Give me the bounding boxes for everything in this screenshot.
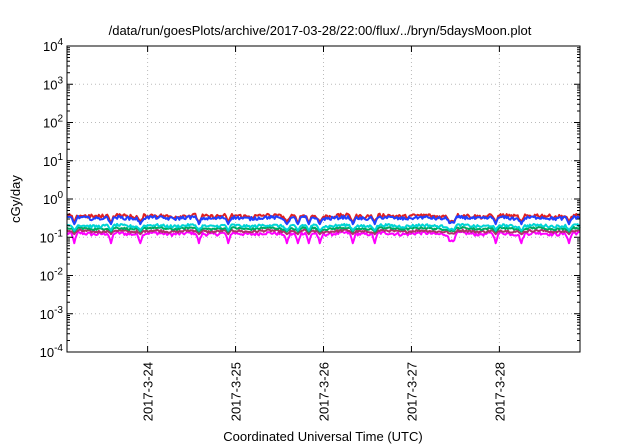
x-tick-label: 2017-3-27 [404,362,419,421]
grid [67,46,580,352]
y-tick-label: 104 [43,37,63,54]
y-axis: 10-4 10-3 10-2 10-1 100 101 102 103 104 [40,37,580,360]
x-tick-label: 2017-3-26 [317,362,332,421]
y-tick-label: 10-3 [40,305,64,322]
x-tick-label: 2017-3-24 [141,362,156,421]
y-tick-label: 10-4 [40,343,64,360]
y-tick-label: 100 [43,190,63,207]
x-tick-label: 2017-3-28 [492,362,507,421]
y-tick-label: 102 [43,114,63,131]
series-line [66,228,581,236]
y-tick-label: 10-2 [40,267,64,284]
x-tick-label: 2017-3-25 [229,362,244,421]
series-group [66,212,581,245]
x-axis-label: Coordinated Universal Time (UTC) [223,429,422,444]
y-tick-label: 101 [43,152,63,169]
y-tick-label: 10-1 [40,228,64,245]
y-tick-label: 103 [43,75,63,92]
y-axis-label: cGy/day [8,175,23,223]
chart-title: /data/run/goesPlots/archive/2017-03-28/2… [109,23,532,38]
series-line [66,214,581,226]
x-axis: 2017-3-24 2017-3-25 2017-3-26 2017-3-27 2017… [141,46,507,421]
series-line [66,222,581,232]
